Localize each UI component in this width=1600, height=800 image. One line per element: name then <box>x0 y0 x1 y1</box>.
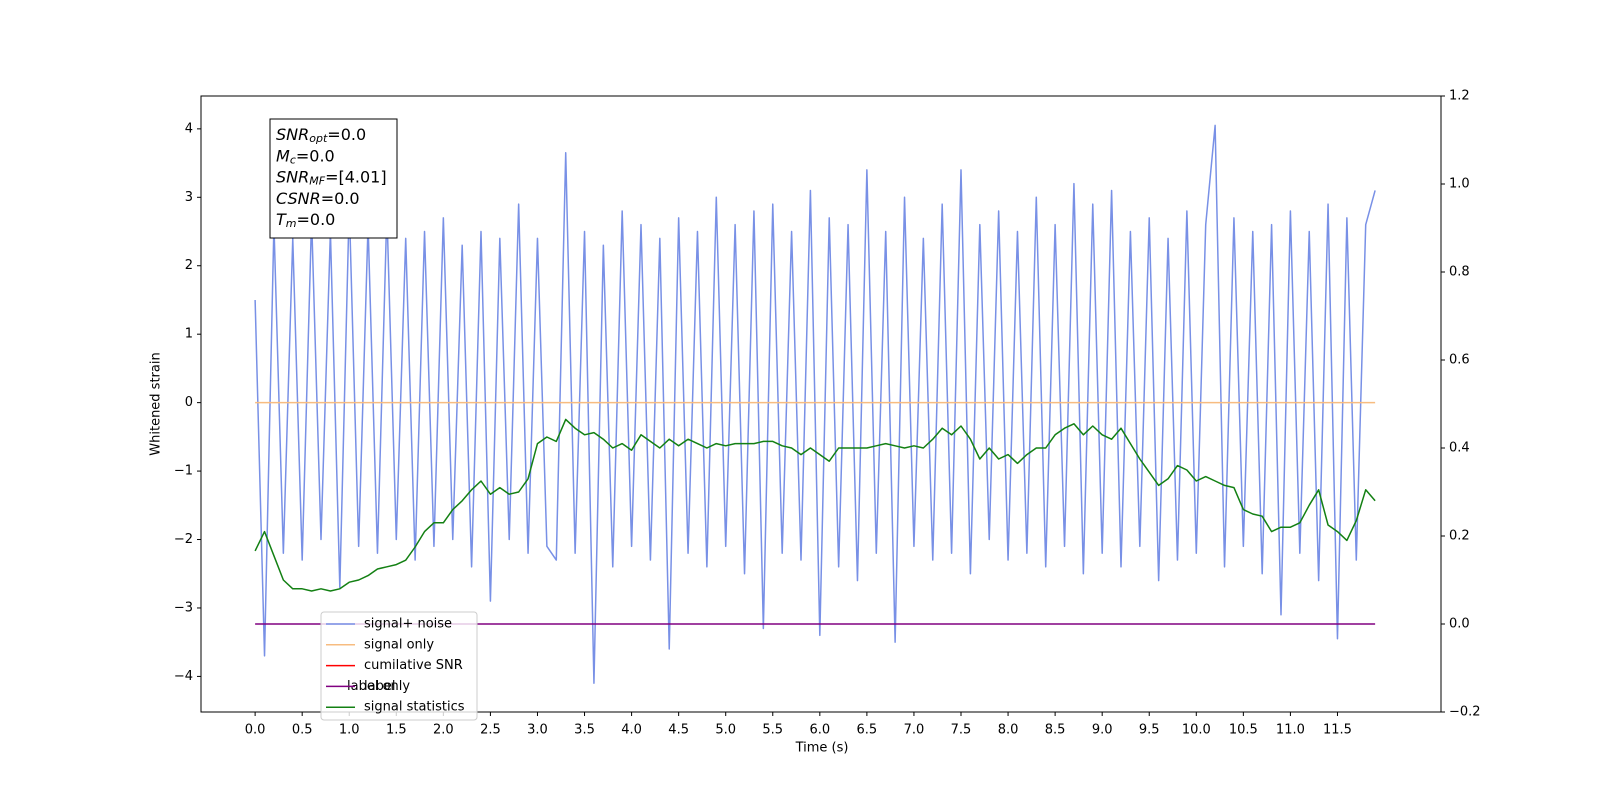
y2-tick-label: 0.6 <box>1449 353 1470 368</box>
x-tick-label: 10.0 <box>1182 723 1211 738</box>
annotation-name: SNR <box>276 167 309 186</box>
y-tick-label: 1 <box>185 327 193 342</box>
y-tick-label: −4 <box>174 669 193 684</box>
annotation-name: M <box>276 146 290 165</box>
annotation-value: =0.0 <box>327 125 366 144</box>
annotation-sub: c <box>290 153 296 166</box>
legend-label: signal+ noise <box>364 617 452 632</box>
legend-label: signal statistics <box>364 700 465 715</box>
y2-tick-label: 0.4 <box>1449 441 1470 456</box>
y2-tick-label: 0.0 <box>1449 617 1470 632</box>
x-tick-label: 5.5 <box>762 723 783 738</box>
y-axis-label: Whitened strain <box>149 352 164 455</box>
annotation-value: =0.0 <box>297 210 336 229</box>
y-tick-label: −2 <box>174 532 193 547</box>
annotation-value: =0.0 <box>321 188 360 207</box>
x-tick-label: 6.0 <box>809 723 830 738</box>
x-tick-label: 11.0 <box>1276 723 1305 738</box>
y2-tick-label: 1.2 <box>1449 89 1470 104</box>
legend-label: cumilative SNR <box>364 658 463 673</box>
x-tick-label: 1.5 <box>386 723 407 738</box>
annotation: Tm=0.0 <box>276 210 335 231</box>
series-line <box>254 418 1376 592</box>
annotation: SNRMF=[4.01] <box>276 167 387 188</box>
annotation: Mc=0.0 <box>276 146 335 167</box>
annotation-sub: m <box>286 217 297 230</box>
annotation-value: =[4.01] <box>325 167 387 186</box>
y-tick-label: 0 <box>185 395 193 410</box>
annotation-sub: MF <box>309 175 325 188</box>
y2-tick-label: 0.2 <box>1449 529 1470 544</box>
annotation-name: CSNR <box>276 188 321 207</box>
x-tick-label: 0.5 <box>292 723 313 738</box>
y2-tick-label: 0.8 <box>1449 265 1470 280</box>
annotation-sub: opt <box>309 132 328 145</box>
annotation-box <box>269 118 398 239</box>
x-tick-label: 3.0 <box>527 723 548 738</box>
x-tick-label: 8.5 <box>1045 723 1066 738</box>
x-tick-label: 9.5 <box>1139 723 1160 738</box>
annotation-value: =0.0 <box>296 146 335 165</box>
x-tick-label: 11.5 <box>1323 723 1352 738</box>
x-tick-label: 7.0 <box>904 723 925 738</box>
legend-label: signal only <box>364 637 434 652</box>
x-tick-label: 10.5 <box>1229 723 1258 738</box>
y-tick-label: 2 <box>185 258 193 273</box>
x-tick-label: 6.5 <box>857 723 878 738</box>
y-tick-label: 3 <box>185 190 193 205</box>
annotation-name: T <box>276 210 287 229</box>
plot-frame <box>200 95 1442 713</box>
x-tick-label: 0.0 <box>245 723 266 738</box>
x-tick-label: 4.0 <box>621 723 642 738</box>
x-axis-label: Time (s) <box>795 741 849 756</box>
x-tick-label: 7.5 <box>951 723 972 738</box>
x-tick-label: 2.0 <box>433 723 454 738</box>
y2-tick-label: 1.0 <box>1449 177 1470 192</box>
x-tick-label: 2.5 <box>480 723 501 738</box>
x-tick-label: 4.5 <box>668 723 689 738</box>
annotation-text: SNRopt=0.0Mc=0.0SNRMF=[4.01]CSNR=0.0Tm=0… <box>276 125 387 231</box>
series-line <box>254 124 1376 684</box>
y2-tick-label: −0.2 <box>1449 705 1481 720</box>
y-tick-label: −1 <box>174 464 193 479</box>
x-tick-label: 9.0 <box>1092 723 1113 738</box>
annotation: SNRopt=0.0 <box>276 125 366 146</box>
legend-box <box>320 611 478 721</box>
x-tick-label: 8.0 <box>998 723 1019 738</box>
y-tick-label: −3 <box>174 600 193 615</box>
legend-label: label <box>364 679 395 694</box>
y-tick-label: 4 <box>185 121 193 136</box>
annotation-name: SNR <box>276 125 309 144</box>
legend-hidden-text: label only <box>347 679 410 694</box>
x-tick-label: 1.0 <box>339 723 360 738</box>
annotation: CSNR=0.0 <box>276 188 360 207</box>
x-tick-label: 3.5 <box>574 723 595 738</box>
x-tick-label: 5.0 <box>715 723 736 738</box>
